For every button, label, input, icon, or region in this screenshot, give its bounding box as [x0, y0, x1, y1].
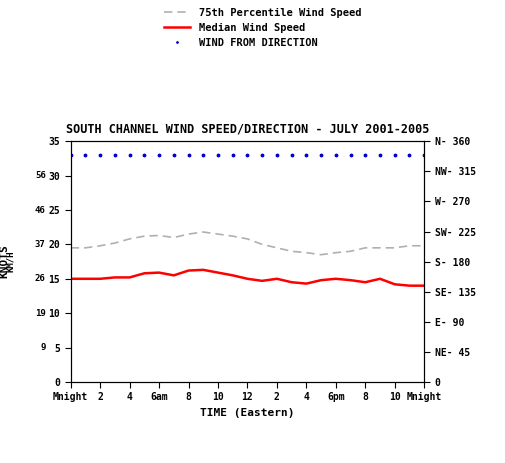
- Title: SOUTH CHANNEL WIND SPEED/DIRECTION - JULY 2001-2005: SOUTH CHANNEL WIND SPEED/DIRECTION - JUL…: [66, 123, 429, 136]
- Text: KM/H: KM/H: [6, 251, 15, 272]
- Legend: 75th Percentile Wind Speed, Median Wind Speed, WIND FROM DIRECTION: 75th Percentile Wind Speed, Median Wind …: [164, 7, 361, 48]
- Text: 26: 26: [35, 274, 45, 283]
- Text: 19: 19: [35, 309, 45, 318]
- Y-axis label: KNOTS: KNOTS: [0, 245, 10, 278]
- Text: 46: 46: [35, 206, 45, 214]
- Text: 9: 9: [40, 343, 45, 352]
- Text: 37: 37: [35, 240, 45, 249]
- X-axis label: TIME (Eastern): TIME (Eastern): [200, 408, 295, 418]
- Text: 56: 56: [35, 171, 45, 180]
